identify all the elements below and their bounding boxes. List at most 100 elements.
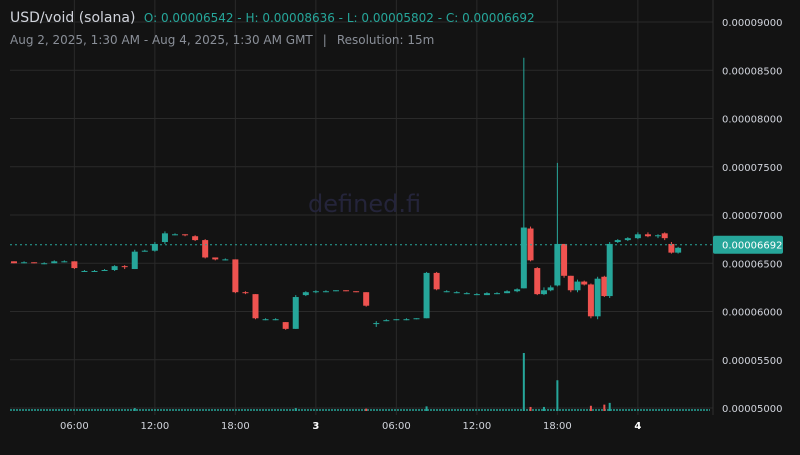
candle — [540, 287, 547, 296]
candle-body — [252, 294, 259, 319]
candle — [363, 292, 370, 307]
volume-bar — [425, 406, 428, 411]
candle-body — [212, 257, 219, 260]
volume-bar — [365, 408, 368, 411]
candle-body — [504, 291, 511, 294]
candle-body — [383, 320, 390, 322]
price-tick-label: 0.00009000 — [722, 18, 782, 29]
candle-body — [222, 259, 229, 261]
candle — [111, 265, 118, 271]
candle — [282, 322, 289, 330]
candle — [61, 260, 68, 263]
candle-body — [312, 291, 319, 293]
candle-body — [655, 235, 661, 237]
price-tick-label: 0.00005500 — [722, 356, 782, 367]
candle — [547, 285, 554, 292]
pair-title: USD/void (solana) — [10, 10, 136, 26]
candle — [443, 290, 450, 293]
candle-body — [520, 227, 527, 289]
time-tick-label: 06:00 — [60, 421, 89, 432]
candle-body — [403, 319, 410, 321]
candle — [587, 283, 594, 319]
candle-body — [333, 290, 339, 292]
candle — [514, 288, 521, 293]
candle-body — [282, 322, 289, 329]
candle-body — [151, 243, 158, 251]
candle — [453, 291, 460, 294]
last-price-tag-label: 0.00006692 — [722, 241, 782, 252]
candle-body — [393, 319, 400, 321]
candle — [272, 318, 279, 321]
candle-body — [202, 240, 209, 258]
price-tick-label: 0.00007500 — [722, 163, 782, 174]
candle — [242, 291, 249, 295]
candle-body — [561, 243, 568, 276]
candle-body — [121, 266, 128, 268]
candle — [212, 257, 219, 261]
candle-body — [353, 291, 360, 293]
candle-body — [567, 275, 574, 291]
price-tick-label: 0.00008500 — [722, 66, 782, 77]
candle-body — [668, 243, 675, 253]
candle-body — [41, 263, 48, 265]
volume-bars — [10, 353, 710, 411]
candle — [606, 242, 613, 298]
candle-body — [272, 319, 279, 321]
last-price-tag-bg — [713, 235, 783, 254]
price-axis[interactable]: 0.00009000 0.00008500 0.00008000 0.00007500… — [722, 18, 782, 415]
candle-body — [614, 240, 621, 243]
candle — [433, 271, 440, 291]
candle — [192, 235, 199, 242]
candle — [151, 242, 158, 252]
candle-body — [443, 291, 450, 293]
candle-body — [581, 281, 588, 285]
candle — [21, 261, 28, 264]
volume-bar — [608, 402, 611, 411]
candle-body — [242, 292, 249, 294]
price-tick-label: 0.00005000 — [722, 404, 782, 415]
candle — [594, 276, 601, 320]
candle-body — [644, 234, 651, 237]
price-tick-label: 0.00008000 — [722, 115, 782, 126]
candle — [504, 290, 511, 294]
candle — [202, 239, 209, 259]
candle-body — [81, 270, 88, 272]
candle-body — [413, 318, 420, 320]
candle-body — [111, 266, 118, 271]
separator: | — [322, 33, 327, 47]
candle — [644, 232, 651, 238]
candle — [383, 319, 390, 322]
candle — [182, 234, 189, 237]
volume-bar — [522, 353, 525, 411]
candle — [634, 232, 641, 240]
candle — [403, 318, 410, 321]
candle-body — [161, 233, 168, 243]
candle — [554, 162, 561, 287]
candle-body — [262, 319, 269, 321]
candle — [668, 242, 675, 254]
candle — [423, 271, 430, 319]
candle — [494, 292, 500, 295]
candle — [463, 292, 470, 295]
candle — [655, 234, 661, 239]
candle-body — [51, 261, 58, 264]
candle — [91, 270, 98, 272]
candle — [302, 291, 309, 297]
candle — [333, 290, 339, 292]
candle — [581, 280, 588, 286]
candle-body — [473, 294, 480, 296]
candle — [373, 321, 380, 327]
candle — [101, 269, 108, 272]
time-axis[interactable]: 06:00 12:00 18:00 3 06:00 12:00 18:00 4 — [60, 421, 641, 432]
watermark-logo: defined.fi — [308, 190, 422, 218]
candle-body — [343, 290, 350, 292]
resolution-label: Resolution: 15m — [336, 33, 435, 47]
date-range: Aug 2, 2025, 1:30 AM - Aug 4, 2025, 1:30… — [10, 33, 313, 47]
candle-body — [494, 293, 500, 295]
candle-body — [601, 276, 608, 297]
candle-body — [232, 259, 239, 293]
volume-bar — [294, 408, 297, 411]
candle — [574, 279, 581, 293]
